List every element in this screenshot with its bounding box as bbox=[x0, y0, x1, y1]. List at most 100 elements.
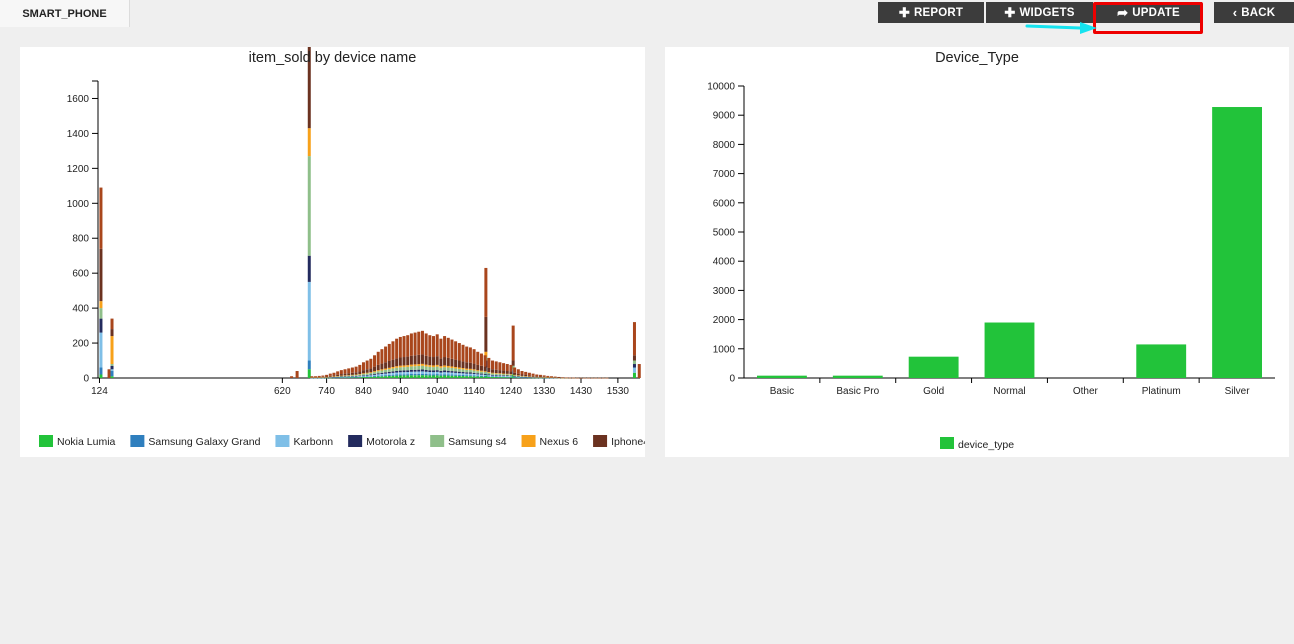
bar-segment bbox=[435, 374, 439, 376]
bar-segment bbox=[479, 376, 483, 378]
bar-segment bbox=[428, 374, 432, 376]
bar-segment bbox=[483, 366, 487, 372]
bar-segment bbox=[373, 355, 377, 367]
bar-segment bbox=[343, 369, 347, 374]
bar-segment bbox=[310, 377, 314, 378]
bar-segment bbox=[332, 376, 336, 377]
legend-swatch bbox=[275, 435, 290, 447]
bar-segment bbox=[336, 376, 340, 377]
bar-segment bbox=[632, 364, 636, 368]
back-button[interactable]: ‹ BACK bbox=[1214, 2, 1294, 23]
bar-segment bbox=[446, 357, 450, 366]
bar-segment bbox=[325, 376, 329, 378]
bar-segment bbox=[450, 371, 454, 373]
y-tick-label: 6000 bbox=[713, 198, 736, 209]
bar-segment bbox=[505, 374, 509, 376]
y-tick-label: 400 bbox=[72, 304, 89, 315]
update-button[interactable]: ➦ UPDATE bbox=[1095, 2, 1202, 23]
bar-segment bbox=[487, 374, 491, 376]
bar-segment bbox=[632, 367, 636, 373]
bar-segment bbox=[524, 371, 528, 375]
bar-segment bbox=[502, 376, 506, 378]
bar-segment bbox=[328, 377, 332, 378]
bar-segment bbox=[343, 377, 347, 378]
y-tick-label: 800 bbox=[72, 234, 89, 245]
bar-segment bbox=[110, 329, 114, 337]
bar-segment bbox=[509, 376, 513, 378]
bar-segment bbox=[354, 372, 358, 375]
bar-segment bbox=[406, 374, 410, 376]
bar-segment bbox=[520, 377, 524, 378]
back-label: BACK bbox=[1241, 6, 1276, 19]
bar-segment bbox=[384, 372, 388, 374]
bar-segment bbox=[99, 367, 103, 375]
bar-segment bbox=[461, 372, 465, 374]
bar-segment bbox=[435, 356, 439, 365]
bar-segment bbox=[476, 351, 480, 365]
bar-segment bbox=[391, 368, 395, 372]
bar-segment bbox=[513, 376, 517, 378]
bar-segment bbox=[494, 373, 498, 374]
bar-segment bbox=[99, 248, 103, 302]
bar-segment bbox=[350, 376, 354, 377]
bar-segment bbox=[358, 377, 362, 378]
bar-segment bbox=[524, 374, 528, 377]
legend-swatch bbox=[940, 437, 954, 449]
device-type-chart-panel: Device_Type 0 1000 2000 3000 4000 5000 6000 700… bbox=[665, 47, 1289, 457]
bar-segment bbox=[557, 376, 561, 378]
bar-segment bbox=[380, 349, 384, 364]
bar-segment bbox=[439, 358, 443, 367]
bar-segment bbox=[457, 374, 461, 376]
bar-segment bbox=[476, 373, 480, 375]
report-button[interactable]: ✚ REPORT bbox=[878, 2, 984, 23]
bar-segment bbox=[424, 333, 428, 356]
bar-segment bbox=[450, 358, 454, 367]
bar-segment bbox=[579, 377, 583, 379]
bar-segment bbox=[343, 377, 347, 378]
bar-segment bbox=[398, 336, 402, 358]
bar-segment bbox=[538, 377, 542, 378]
bar-segment bbox=[347, 375, 351, 377]
stacked-bar-chart-panel: item_sold by device name 0 200 400 600 800 10… bbox=[20, 26, 649, 457]
bar-segment bbox=[409, 375, 413, 378]
bar-segment bbox=[632, 372, 636, 378]
bar-segment bbox=[336, 376, 340, 377]
legend-swatch bbox=[130, 435, 145, 447]
bar-segment bbox=[99, 308, 103, 319]
bar bbox=[984, 322, 1035, 378]
bar-segment bbox=[483, 373, 487, 375]
bar-segment bbox=[509, 374, 513, 375]
bar-segment bbox=[443, 365, 447, 368]
bar-segment bbox=[358, 374, 362, 376]
bar-segment bbox=[439, 374, 443, 376]
bar-segment bbox=[516, 369, 520, 374]
y-tick-label: 4000 bbox=[713, 257, 736, 268]
bar-segment bbox=[432, 365, 436, 368]
bar-segment bbox=[413, 375, 417, 378]
bar-segment bbox=[513, 375, 517, 377]
category-label: Gold bbox=[923, 386, 944, 397]
bar-segment bbox=[590, 377, 594, 379]
bar-segment bbox=[432, 375, 436, 378]
bar-segment bbox=[380, 373, 384, 376]
bar-segment bbox=[314, 377, 318, 378]
widgets-button[interactable]: ✚ WIDGETS bbox=[986, 2, 1093, 23]
bar-segment bbox=[398, 370, 402, 373]
bar-segment bbox=[439, 367, 443, 371]
bar-segment bbox=[450, 366, 454, 369]
bar-segment bbox=[343, 375, 347, 376]
bar-segment bbox=[424, 369, 428, 372]
bar-segment bbox=[354, 375, 358, 377]
bar-segment bbox=[350, 375, 354, 377]
bar-segment bbox=[465, 373, 469, 376]
bar-segment bbox=[509, 364, 513, 372]
y-tick-label: 10000 bbox=[707, 82, 735, 93]
bar-segment bbox=[498, 375, 502, 376]
bar-segment bbox=[542, 376, 546, 378]
tab-smart-phone[interactable]: SMART_PHONE bbox=[0, 0, 130, 27]
bar-segment bbox=[472, 369, 476, 371]
bar-segment bbox=[472, 375, 476, 377]
bar-segment bbox=[391, 371, 395, 373]
bar-segment bbox=[347, 377, 351, 378]
bar-segment bbox=[365, 373, 369, 375]
